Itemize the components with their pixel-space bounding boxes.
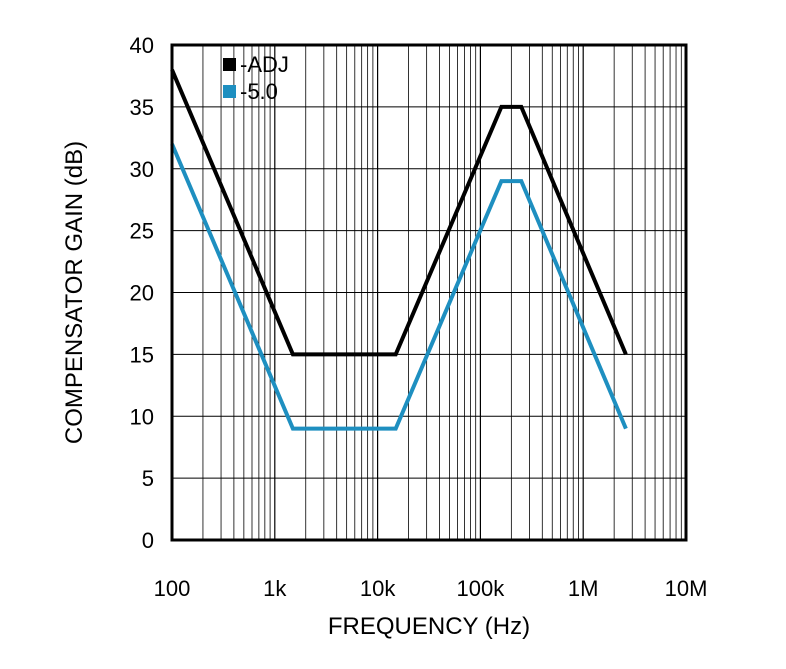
x-tick-labels: 100 1k 10k 100k 1M 10M — [154, 576, 708, 601]
y-tick-label: 5 — [142, 466, 154, 491]
y-tick-label: 40 — [130, 33, 154, 58]
series-line — [170, 69, 628, 357]
plot-frame — [170, 43, 688, 542]
legend-label: -5.0 — [240, 79, 278, 104]
y-tick-label: 35 — [130, 95, 154, 120]
x-tick-label: 1k — [263, 576, 287, 601]
y-axis-label: COMPENSATOR GAIN (dB) — [61, 141, 88, 444]
x-tick-label: 10M — [665, 576, 708, 601]
series-lines — [170, 69, 628, 431]
y-tick-label: 25 — [130, 219, 154, 244]
y-tick-label: 0 — [142, 528, 154, 553]
y-tick-labels: 0 5 10 15 20 25 30 35 40 — [130, 33, 154, 553]
legend-swatch — [223, 58, 236, 71]
y-tick-label: 10 — [130, 404, 154, 429]
legend-label: -ADJ — [240, 52, 289, 77]
x-tick-label: 1M — [568, 576, 599, 601]
legend-swatch — [223, 85, 236, 98]
series-line — [170, 143, 628, 431]
x-tick-label: 100 — [154, 576, 191, 601]
y-tick-label: 30 — [130, 157, 154, 182]
x-tick-label: 10k — [360, 576, 396, 601]
x-axis-label: FREQUENCY (Hz) — [328, 613, 530, 640]
legend: -ADJ-5.0 — [223, 52, 289, 104]
y-tick-label: 20 — [130, 281, 154, 306]
grid — [172, 45, 686, 540]
y-tick-label: 15 — [130, 342, 154, 367]
x-tick-label: 100k — [457, 576, 506, 601]
